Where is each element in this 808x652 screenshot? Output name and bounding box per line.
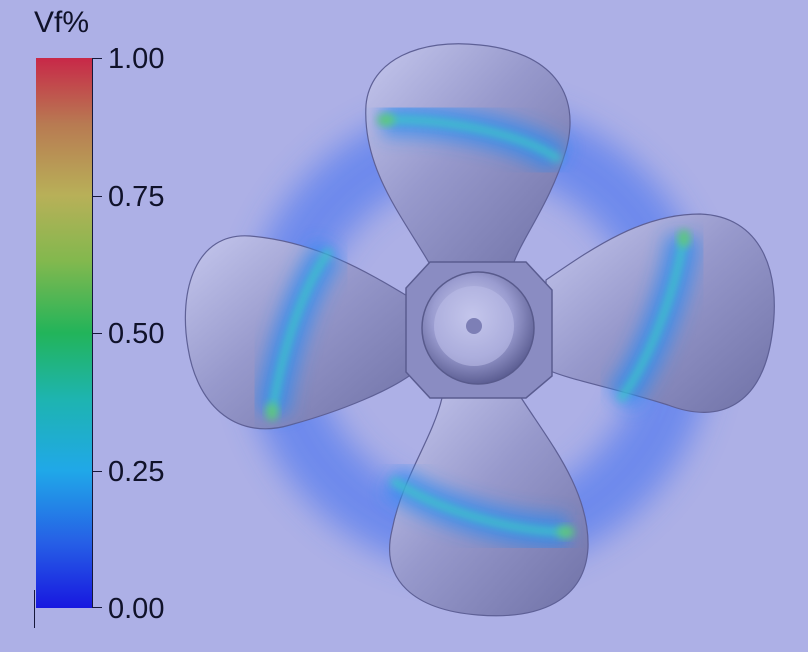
colorbar-foot-line <box>34 590 35 628</box>
colorbar-tick-0-25 <box>92 471 102 472</box>
colorbar-tick-label-0-00: 0.00 <box>108 593 165 625</box>
colorbar-gradient <box>36 58 92 608</box>
vapor-streaks <box>255 102 701 549</box>
colorbar-tick-label-0-25: 0.25 <box>108 456 165 488</box>
colorbar-title: Vf% <box>34 6 90 39</box>
propeller-blade-top <box>365 43 571 269</box>
colorbar-tick-0-75 <box>92 196 102 197</box>
colorbar-tick-label-0-75: 0.75 <box>108 181 165 213</box>
colorbar-tick-label-1-00: 1.00 <box>108 43 165 75</box>
colorbar-tick-1-00 <box>92 58 102 59</box>
colorbar-tick-0-50 <box>92 333 102 334</box>
colorbar-tick-label-0-50: 0.50 <box>108 318 165 350</box>
colorbar-tick-0-00 <box>92 607 102 608</box>
propeller-hub <box>405 261 553 399</box>
